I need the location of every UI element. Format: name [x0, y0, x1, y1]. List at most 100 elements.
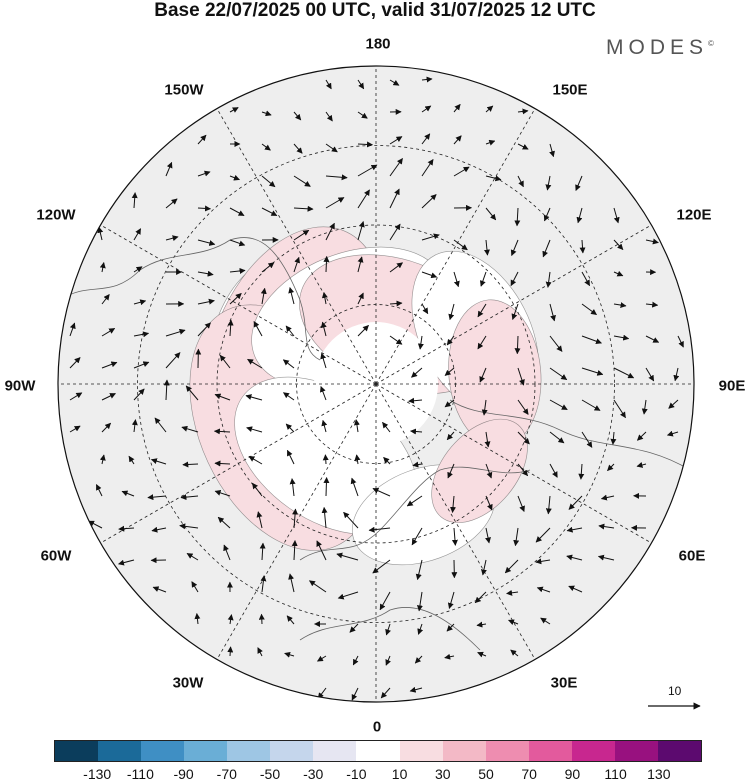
- colorbar-tick-label: 110: [604, 766, 627, 782]
- colorbar-swatch: [657, 741, 701, 761]
- wind-vector: [282, 359, 295, 369]
- wind-vector: [336, 552, 359, 561]
- wind-vector: [446, 431, 455, 441]
- wind-vector: [517, 108, 529, 115]
- lon-label-60e: 60E: [678, 547, 706, 565]
- wind-vector: [481, 399, 488, 416]
- lon-label-90w: 90W: [4, 377, 36, 395]
- wind-vector: [447, 591, 455, 609]
- wind-vector: [293, 111, 302, 121]
- wind-vector: [578, 463, 585, 480]
- wind-vector: [131, 419, 138, 433]
- wind-vector: [389, 300, 403, 307]
- wind-vector: [197, 270, 214, 277]
- wind-vector: [566, 554, 583, 561]
- colorbar-ticks: -130 -110 -90 -70 -50 -30 -10 10 30 50 70 90 110 130: [0, 766, 750, 783]
- wind-vector: [380, 687, 391, 699]
- wind-vector: [389, 79, 400, 86]
- wind-vector: [485, 207, 497, 221]
- wind-vector: [229, 107, 239, 113]
- wind-vector: [152, 586, 167, 593]
- lon-label-120w: 120W: [36, 206, 76, 224]
- wind-vector: [213, 428, 231, 435]
- colorbar-swatch: [313, 741, 357, 761]
- wind-vector: [163, 379, 170, 401]
- wind-vector: [514, 335, 521, 355]
- wind-vector: [69, 425, 81, 433]
- wind-vector: [293, 205, 314, 212]
- wind-vector: [382, 421, 391, 433]
- wind-vector: [504, 559, 519, 574]
- wind-vector: [321, 291, 328, 305]
- wind-vector: [194, 613, 201, 625]
- reference-vector-label: 10: [668, 684, 682, 698]
- wind-vector: [101, 422, 112, 433]
- lon-label-30e: 30E: [550, 674, 578, 692]
- wind-vector: [320, 385, 327, 401]
- wind-vector: [444, 367, 455, 376]
- wind-vector: [227, 319, 234, 337]
- wind-vector: [597, 554, 615, 561]
- wind-vector: [451, 527, 458, 546]
- wind-vector: [581, 271, 591, 287]
- wind-vector: [357, 164, 378, 177]
- wind-vector: [581, 431, 593, 448]
- colorbar-swatch: [55, 741, 99, 761]
- colorbar-swatch: [528, 741, 572, 761]
- wind-vector: [165, 235, 179, 242]
- wind-vector: [197, 205, 211, 212]
- latitude-circle: [137, 145, 615, 623]
- wind-vector: [389, 223, 401, 241]
- wind-vector: [69, 357, 81, 369]
- wind-vector: [421, 76, 433, 83]
- wind-vector: [453, 166, 470, 177]
- wind-vector: [320, 321, 327, 337]
- wind-vector: [444, 653, 455, 660]
- wind-vector: [406, 495, 423, 507]
- wind-vector: [581, 367, 604, 376]
- wind-vector: [543, 207, 551, 222]
- wind-vector: [197, 298, 215, 305]
- wind-vector: [88, 520, 103, 529]
- wind-vector: [389, 262, 403, 273]
- wind-vector: [549, 431, 565, 444]
- wind-vector: [421, 303, 429, 315]
- wind-vector: [288, 287, 295, 305]
- wind-vector: [421, 133, 431, 145]
- wind-vector: [316, 540, 327, 561]
- wind-vector: [289, 478, 296, 497]
- colorbar-tick-label: -50: [259, 766, 281, 782]
- colorbar-swatch: [485, 741, 529, 761]
- colorbar-swatch: [399, 741, 443, 761]
- colorbar-tick-label: -90: [173, 766, 194, 782]
- anomaly-contour-pos-40e: [431, 418, 528, 523]
- wind-vector: [357, 292, 364, 305]
- wind-vector: [666, 430, 679, 437]
- wind-vector: [607, 463, 615, 472]
- wind-vector: [147, 494, 167, 501]
- colorbar-swatch: [614, 741, 658, 761]
- meridian-line: [375, 224, 652, 385]
- wind-vector: [453, 271, 460, 288]
- wind-vector: [421, 233, 440, 241]
- wind-vector: [180, 494, 199, 501]
- wind-vector: [444, 399, 455, 408]
- wind-vector: [261, 110, 272, 117]
- coast-europe: [299, 466, 531, 561]
- wind-vector: [453, 239, 468, 251]
- wind-vector: [517, 463, 528, 477]
- wind-vector: [357, 79, 365, 90]
- wind-vector: [568, 495, 583, 510]
- colorbar-tick-label: -110: [126, 766, 154, 782]
- wind-vector: [353, 419, 360, 433]
- wind-vector: [97, 226, 104, 241]
- wind-vector: [197, 170, 211, 177]
- wind-vector: [613, 367, 635, 379]
- wind-vector: [69, 322, 76, 337]
- wind-vector: [325, 143, 338, 153]
- wind-vector: [514, 207, 521, 227]
- wind-vector: [165, 328, 186, 337]
- wind-vector: [421, 271, 438, 279]
- wind-vector: [286, 449, 295, 465]
- wind-vector: [481, 559, 487, 576]
